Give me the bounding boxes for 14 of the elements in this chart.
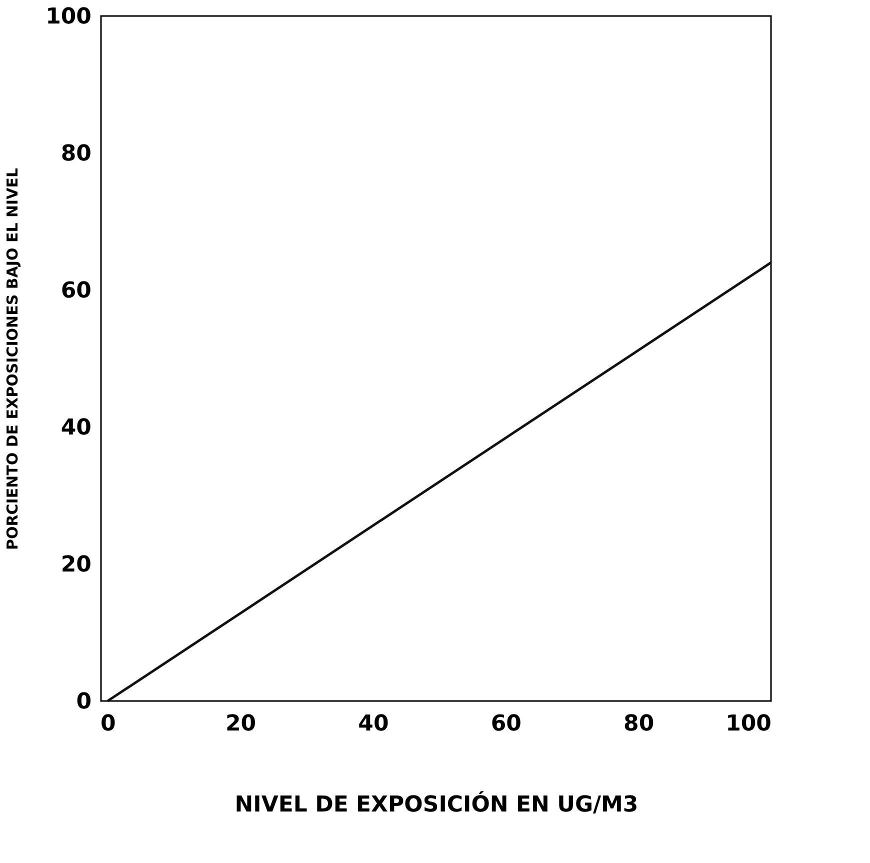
- y-tick-label: 0: [76, 690, 92, 714]
- y-tick-label: 80: [60, 142, 92, 166]
- x-tick-label: 0: [100, 712, 116, 736]
- y-tick-label: 40: [60, 416, 92, 440]
- y-axis-title: PORCIENTO DE EXPOSICIONES BAJO EL NIVEL: [4, 168, 22, 550]
- y-tick-label: 20: [60, 552, 92, 578]
- y-tick-label: 60: [60, 278, 92, 304]
- x-tick-label: 20: [225, 712, 256, 736]
- y-tick-label: 100: [46, 4, 92, 30]
- x-tick-label: 80: [624, 712, 654, 736]
- x-tick-label: 60: [490, 712, 522, 736]
- x-tick-label: 40: [358, 712, 389, 736]
- x-axis-title: NIVEL DE EXPOSICIÓN EN UG/M3: [234, 790, 638, 818]
- x-tick-label: 100: [726, 712, 772, 736]
